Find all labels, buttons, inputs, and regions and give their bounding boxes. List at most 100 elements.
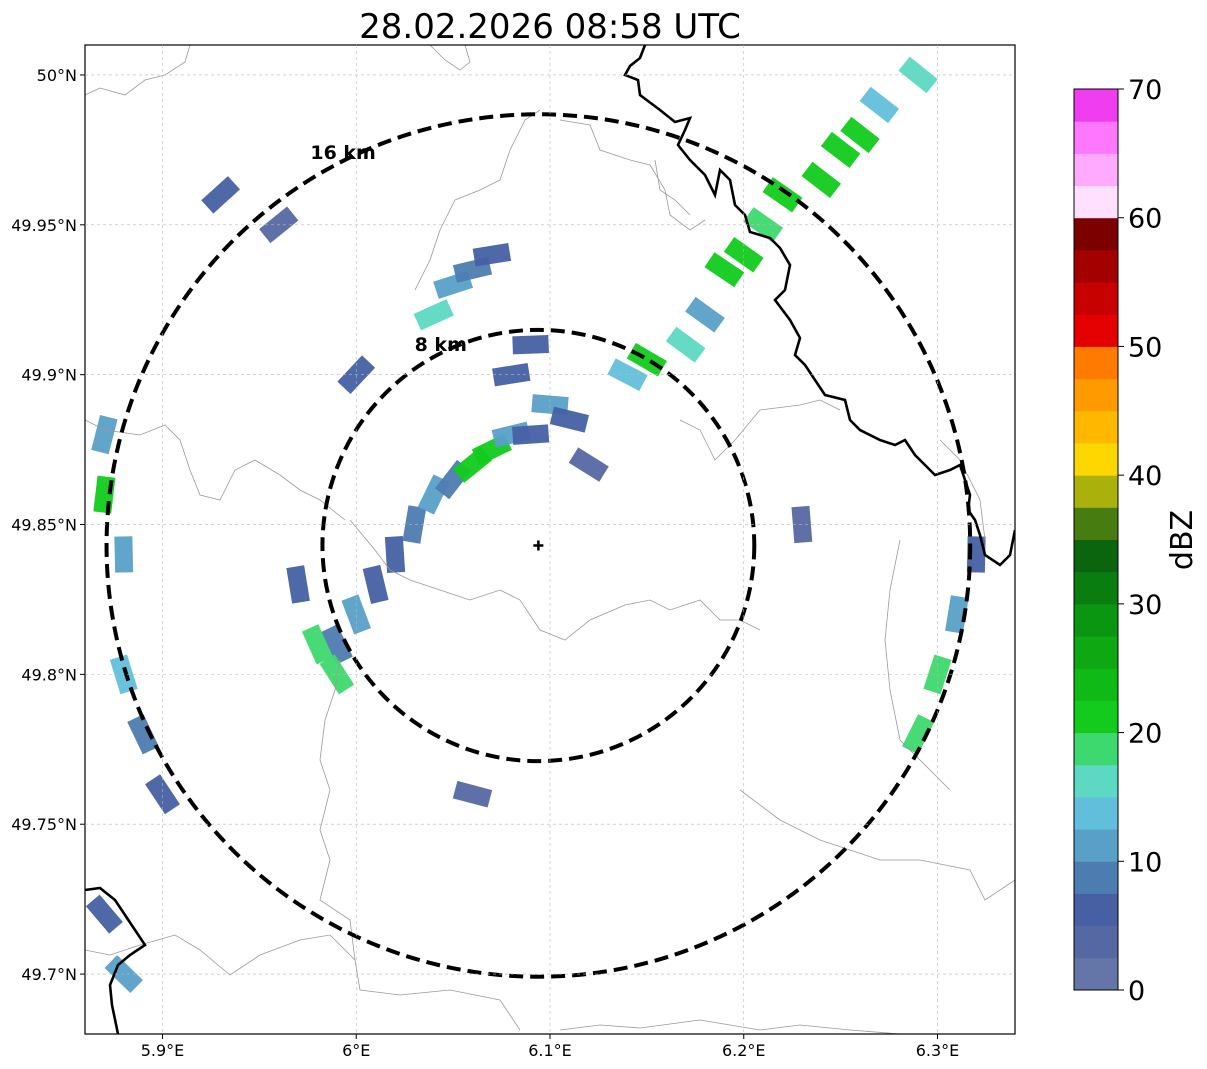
colorbar-swatch	[1074, 410, 1118, 444]
colorbar-swatch	[1074, 217, 1118, 251]
admin-boundary-line	[884, 539, 951, 791]
echo-cell	[201, 176, 241, 214]
echo-cell	[145, 774, 180, 815]
colorbar-swatch	[1074, 121, 1118, 154]
range-ring-labels: 8 km 16 km	[310, 142, 467, 356]
colorbar-swatch	[1074, 893, 1118, 927]
echo-cell	[945, 595, 969, 634]
colorbar-swatch	[1074, 829, 1118, 862]
radar-site-marker	[533, 540, 544, 551]
admin-boundary-line	[85, 45, 191, 96]
radar-echo-layer	[85, 56, 986, 994]
echo-cell	[723, 237, 764, 273]
colorbar-swatch	[1074, 249, 1118, 283]
admin-boundary-line	[349, 519, 761, 641]
echo-cell	[91, 414, 118, 455]
colorbar-swatch	[1074, 153, 1118, 187]
colorbar-swatch	[1074, 442, 1118, 476]
colorbar-swatch	[1074, 475, 1118, 508]
national-border-line	[623, 45, 1015, 567]
colorbar-tick-label: 30	[1128, 590, 1162, 621]
colorbar-swatch	[1074, 185, 1118, 219]
echo-cell	[127, 714, 160, 755]
echo-cell	[114, 536, 134, 573]
x-tick-label: 5.9°E	[141, 1041, 185, 1060]
colorbar-label: dBZ	[1165, 510, 1200, 570]
colorbar-swatch	[1074, 346, 1118, 380]
echo-cell	[820, 131, 861, 168]
x-tick-label: 6°E	[342, 1041, 370, 1060]
echo-cell	[472, 243, 512, 267]
colorbar-swatch	[1074, 378, 1118, 412]
echo-cell	[85, 894, 123, 934]
colorbar-swatch	[1074, 668, 1118, 701]
echo-cell	[301, 624, 334, 665]
colorbar-swatch	[1074, 925, 1118, 959]
echo-cell	[898, 56, 938, 94]
colorbar-swatch	[1074, 314, 1118, 347]
graticule-and-ticks: 5.9°E 6°E 6.1°E 6.2°E 6.3°E 50°N 49.95°N 49.9°N…	[11, 45, 1015, 1060]
colorbar-tick-label: 20	[1128, 719, 1162, 750]
colorbar-swatch	[1074, 282, 1118, 315]
colorbar-tick-label: 60	[1128, 204, 1162, 235]
colorbar-swatch	[1074, 571, 1118, 605]
echo-cell	[341, 594, 372, 635]
y-tick-label: 49.9°N	[21, 366, 77, 385]
colorbar-swatch	[1074, 861, 1118, 894]
colorbar-tick-label: 50	[1128, 332, 1162, 363]
admin-boundary-line	[739, 789, 1015, 901]
echo-cell	[685, 296, 725, 333]
admin-boundaries	[85, 45, 1015, 1034]
echo-cell	[384, 535, 406, 574]
echo-cell	[801, 161, 841, 198]
x-tick-label: 6.3°E	[916, 1041, 960, 1060]
colorbar-swatch	[1074, 507, 1118, 540]
echo-cell	[665, 326, 706, 363]
echo-cell	[320, 624, 353, 665]
admin-boundary-line	[654, 159, 691, 216]
echo-cell	[402, 505, 427, 544]
colorbar: 0 10 20 30 40 50 60 70	[1073, 75, 1162, 1007]
echo-cell	[549, 406, 590, 433]
colorbar-swatch	[1074, 957, 1118, 991]
echo-cell	[452, 780, 493, 808]
admin-boundary-line	[319, 659, 521, 1031]
x-tick-label: 6.2°E	[722, 1041, 766, 1060]
colorbar-swatch	[1074, 89, 1118, 122]
echo-cell	[362, 564, 389, 605]
y-tick-label: 49.85°N	[11, 516, 77, 535]
range-rings	[104, 112, 973, 979]
admin-boundary-line	[429, 45, 471, 71]
colorbar-tick-label: 40	[1128, 461, 1162, 492]
y-tick-label: 50°N	[37, 66, 77, 85]
admin-boundary-line	[679, 399, 841, 461]
colorbar-swatch	[1074, 603, 1118, 637]
echo-cell	[413, 299, 454, 331]
echo-cell	[859, 86, 900, 124]
admin-boundary-line	[414, 109, 541, 291]
echo-cell	[840, 116, 880, 154]
colorbar-swatch	[1074, 636, 1118, 669]
colorbar-swatch	[1074, 796, 1118, 830]
y-tick-label: 49.7°N	[21, 965, 77, 984]
range-ring-label: 16 km	[310, 142, 376, 164]
admin-boundary-line	[559, 119, 706, 231]
national-border-line	[85, 886, 147, 1034]
colorbar-tick-label: 70	[1128, 75, 1162, 106]
echo-cell	[512, 424, 550, 445]
colorbar-swatch	[1074, 700, 1118, 734]
admin-boundary-line	[85, 419, 346, 521]
colorbar-swatch	[1074, 732, 1118, 766]
x-tick-label: 6.1°E	[528, 1041, 572, 1060]
colorbar-tick-label: 0	[1128, 976, 1145, 1007]
map-title: 28.02.2026 08:58 UTC	[359, 7, 741, 47]
admin-boundary-line	[559, 1019, 901, 1034]
y-tick-label: 49.95°N	[11, 216, 77, 235]
range-ring	[320, 327, 757, 764]
echo-cell	[902, 714, 935, 755]
colorbar-swatch	[1074, 539, 1118, 573]
echo-cell	[319, 654, 355, 695]
colorbar-frame	[1073, 88, 1119, 991]
y-tick-label: 49.8°N	[21, 665, 77, 684]
